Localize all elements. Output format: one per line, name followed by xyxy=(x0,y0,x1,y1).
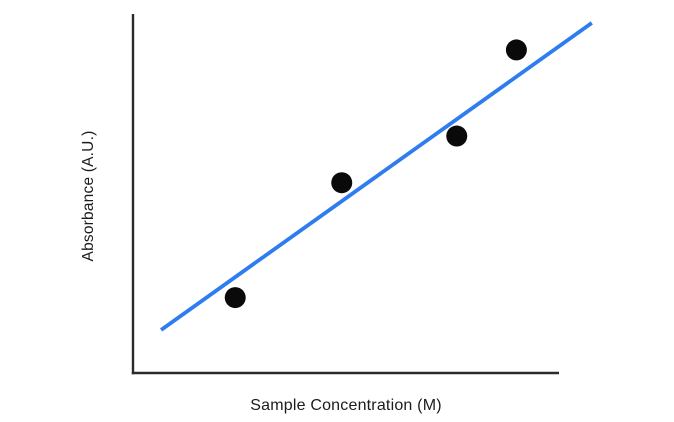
data-point-4 xyxy=(505,39,527,61)
y-axis-label: Absorbance (A.U.) xyxy=(80,130,97,262)
data-point-1 xyxy=(224,287,246,309)
trendline-best-fit xyxy=(160,21,593,332)
x-axis-label: Sample Concentration (M) xyxy=(250,397,442,414)
data-point-3 xyxy=(446,125,468,147)
data-point-2 xyxy=(331,172,353,194)
